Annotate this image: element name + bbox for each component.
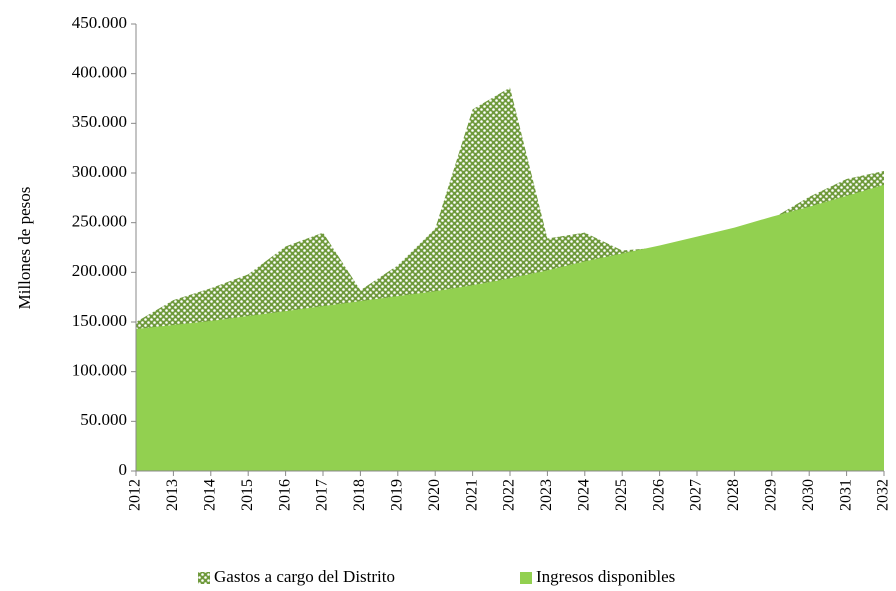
y-axis-label: Millones de pesos [15, 187, 34, 310]
x-tick-label: 2025 [613, 479, 630, 511]
y-tick-label: 150.000 [72, 311, 127, 330]
x-tick-label: 2017 [314, 479, 331, 511]
y-tick-label: 250.000 [72, 212, 127, 231]
legend-swatch [520, 572, 532, 584]
x-tick-label: 2021 [463, 479, 480, 511]
y-tick-label: 400.000 [72, 63, 127, 82]
x-tick-label: 2018 [351, 479, 368, 511]
x-tick-label: 2026 [650, 479, 667, 511]
y-tick-label: 50.000 [80, 410, 127, 429]
x-tick-label: 2013 [164, 479, 181, 511]
y-tick-label: 350.000 [72, 112, 127, 131]
legend-swatch [198, 572, 210, 584]
x-tick-label: 2024 [575, 479, 592, 511]
x-tick-label: 2020 [426, 479, 443, 511]
legend-label: Gastos a cargo del Distrito [214, 567, 395, 586]
legend-label: Ingresos disponibles [536, 567, 675, 586]
y-tick-label: 100.000 [72, 361, 127, 380]
y-tick-label: 300.000 [72, 162, 127, 181]
x-tick-label: 2029 [762, 479, 779, 511]
x-tick-label: 2027 [688, 479, 705, 511]
x-tick-label: 2015 [239, 479, 256, 511]
x-tick-label: 2031 [837, 479, 854, 511]
x-tick-label: 2019 [388, 479, 405, 511]
area [136, 184, 884, 472]
x-tick-label: 2030 [800, 479, 817, 511]
x-tick-label: 2032 [875, 479, 892, 511]
x-tick-label: 2023 [538, 479, 555, 511]
y-tick-label: 200.000 [72, 261, 127, 280]
x-tick-label: 2014 [201, 479, 218, 511]
x-tick-label: 2012 [127, 479, 144, 511]
x-tick-label: 2022 [501, 479, 518, 511]
x-tick-label: 2016 [276, 479, 293, 511]
y-tick-label: 450.000 [72, 13, 127, 32]
x-tick-label: 2028 [725, 479, 742, 511]
y-tick-label: 0 [119, 460, 128, 479]
